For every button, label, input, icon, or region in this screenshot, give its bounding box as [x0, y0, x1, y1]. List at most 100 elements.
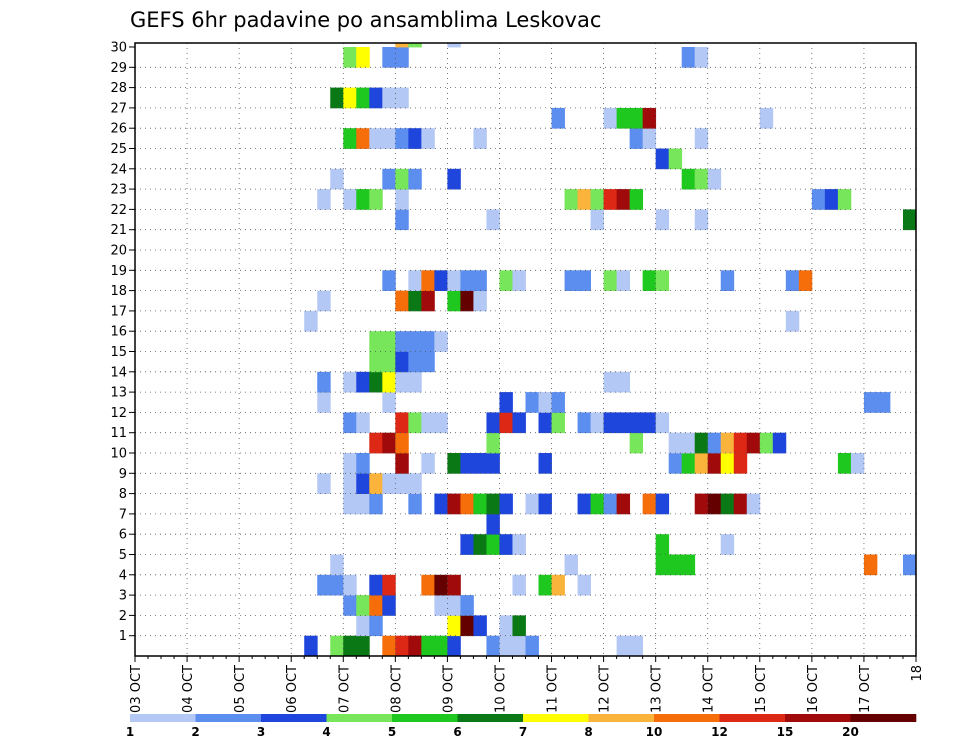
heatmap-cell [434, 331, 448, 352]
x-date-label: 15 OCT [754, 665, 769, 713]
heatmap-cell [707, 168, 722, 190]
x-date-label: 14 OCT [702, 665, 717, 713]
heatmap-cell [902, 209, 917, 231]
colorbar-label: 2 [191, 725, 199, 739]
heatmap-cell [525, 635, 539, 657]
heatmap-cell [876, 392, 891, 413]
y-tick-label: 7 [119, 507, 127, 522]
heatmap-cell [369, 615, 383, 637]
x-date-label: 07 OCT [337, 665, 352, 713]
heatmap-cell [616, 107, 631, 129]
heatmap-cell [538, 412, 552, 434]
y-tick-label: 15 [110, 345, 127, 360]
colorbar-label: 20 [842, 725, 859, 739]
heatmap-cell [811, 189, 826, 210]
colorbar-swatch [785, 714, 851, 722]
heatmap-cell [759, 432, 774, 454]
heatmap-cell [356, 47, 370, 68]
heatmap-cell [421, 412, 435, 434]
heatmap-cell [616, 371, 631, 393]
heatmap-cell [616, 412, 631, 434]
heatmap-cell [460, 493, 474, 515]
x-date-label: 10 OCT [493, 665, 508, 713]
heatmap-cell [369, 87, 383, 109]
heatmap-cell [486, 209, 500, 231]
heatmap-cell [733, 453, 748, 474]
heatmap-cell [837, 453, 852, 474]
heatmap-cell [460, 453, 474, 474]
heatmap-cell [668, 148, 683, 170]
heatmap-cell [512, 615, 526, 637]
heatmap-cell [629, 189, 644, 210]
y-tick-label: 2 [119, 609, 127, 624]
heatmap-cell [330, 554, 344, 576]
heatmap-cell [408, 43, 422, 48]
heatmap-cell [356, 189, 370, 210]
plot-frame [134, 42, 917, 657]
heatmap-cell [499, 412, 513, 434]
heatmap-cell [473, 128, 487, 149]
heatmap-cell [369, 331, 383, 352]
heatmap-cell [369, 351, 383, 373]
heatmap-cell [720, 493, 735, 515]
heatmap-cell [356, 473, 370, 494]
heatmap-cell [447, 595, 461, 616]
heatmap-cell [902, 554, 917, 576]
heatmap-cell [447, 574, 461, 596]
heatmap-cell [434, 412, 448, 434]
heatmap-cell [694, 168, 709, 190]
heatmap-cell [395, 87, 409, 109]
heatmap-cell [681, 47, 696, 68]
x-date-label: 11 OCT [546, 665, 561, 713]
heatmap-cell [759, 107, 774, 129]
heatmap-cell [707, 432, 722, 454]
heatmap-cell [616, 189, 631, 210]
heatmap-cell [499, 392, 513, 413]
heatmap-cell [356, 595, 370, 616]
heatmap-cell [317, 574, 331, 596]
heatmap-cell [434, 635, 448, 657]
heatmap-cell [681, 432, 696, 454]
heatmap-cell [369, 493, 383, 515]
heatmap-cell [785, 270, 800, 291]
heatmap-cell [694, 209, 709, 231]
heatmap-cell [603, 107, 618, 129]
heatmap-cell [694, 128, 709, 149]
heatmap-cell [382, 635, 396, 657]
heatmap-cell [369, 371, 383, 393]
heatmap-cell [642, 128, 657, 149]
heatmap-cell [356, 87, 370, 109]
heatmap-cell [408, 635, 422, 657]
heatmap-cell [603, 412, 618, 434]
heatmap-cell [343, 87, 357, 109]
heatmap-cell [395, 128, 409, 149]
y-tick-label: 30 [110, 41, 127, 56]
heatmap-cell [356, 412, 370, 434]
heatmap-cell [395, 168, 409, 190]
x-date-label: 06 OCT [285, 665, 300, 713]
heatmap-cell [460, 595, 474, 616]
x-date-label: 16 OCT [806, 665, 821, 713]
heatmap-cell [681, 453, 696, 474]
heatmap-cell [395, 209, 409, 231]
heatmap-cell [590, 493, 604, 515]
colorbar-label: 1 [126, 725, 134, 739]
x-date-label: 04 OCT [181, 665, 196, 713]
heatmap-cell [330, 574, 344, 596]
heatmap-cell [642, 493, 657, 515]
heatmap-cell [408, 351, 422, 373]
x-date-label: 03 OCT [129, 665, 144, 713]
heatmap-cell [603, 189, 618, 210]
heatmap-cell [460, 615, 474, 637]
heatmap-cell [538, 453, 552, 474]
heatmap-cell [551, 107, 565, 129]
heatmap-cell [512, 270, 526, 291]
y-tick-label: 17 [110, 304, 127, 319]
heatmap-cell [356, 635, 370, 657]
heatmap-cell [395, 351, 409, 373]
heatmap-cell [408, 473, 422, 494]
heatmap-cell [733, 493, 748, 515]
y-tick-label: 4 [119, 568, 127, 583]
colorbar: 1 2 3 4 5 6 7 8 10 12 15 20 [126, 714, 917, 739]
